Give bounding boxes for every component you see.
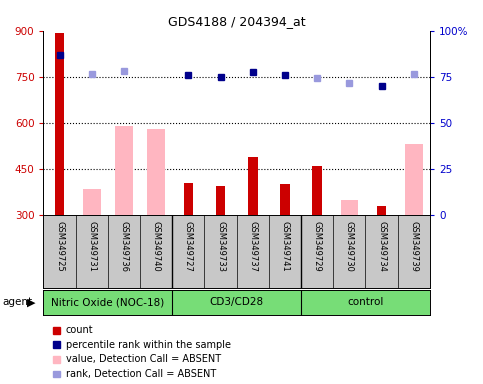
Text: GSM349736: GSM349736 (119, 221, 128, 272)
Text: Nitric Oxide (NOC-18): Nitric Oxide (NOC-18) (51, 297, 165, 308)
Bar (216, 186, 226, 215)
Text: GSM349739: GSM349739 (409, 221, 418, 272)
Bar (115, 126, 133, 215)
Bar (280, 184, 290, 215)
Text: GSM349733: GSM349733 (216, 221, 225, 272)
Text: GSM349740: GSM349740 (152, 221, 161, 271)
Text: GSM349725: GSM349725 (55, 221, 64, 271)
Text: GSM349741: GSM349741 (281, 221, 289, 271)
Text: count: count (66, 325, 94, 335)
Bar (55, 33, 64, 215)
Bar (341, 200, 358, 215)
Text: GSM349729: GSM349729 (313, 221, 322, 271)
Text: value, Detection Call = ABSENT: value, Detection Call = ABSENT (66, 354, 221, 364)
Text: agent: agent (2, 297, 32, 308)
Text: GSM349737: GSM349737 (248, 221, 257, 272)
Text: percentile rank within the sample: percentile rank within the sample (66, 340, 231, 350)
Text: CD3/CD28: CD3/CD28 (210, 297, 264, 308)
Bar (377, 206, 386, 215)
Bar (184, 183, 193, 215)
Text: rank, Detection Call = ABSENT: rank, Detection Call = ABSENT (66, 369, 216, 379)
Bar (313, 166, 322, 215)
Text: ▶: ▶ (27, 297, 36, 308)
Bar (83, 189, 100, 215)
Bar (147, 129, 165, 215)
Text: GSM349730: GSM349730 (345, 221, 354, 272)
Text: GSM349734: GSM349734 (377, 221, 386, 272)
Bar (248, 157, 257, 215)
Text: GSM349731: GSM349731 (87, 221, 96, 272)
Bar (405, 144, 423, 215)
Text: control: control (347, 297, 384, 308)
Text: GSM349727: GSM349727 (184, 221, 193, 272)
Title: GDS4188 / 204394_at: GDS4188 / 204394_at (168, 15, 305, 28)
